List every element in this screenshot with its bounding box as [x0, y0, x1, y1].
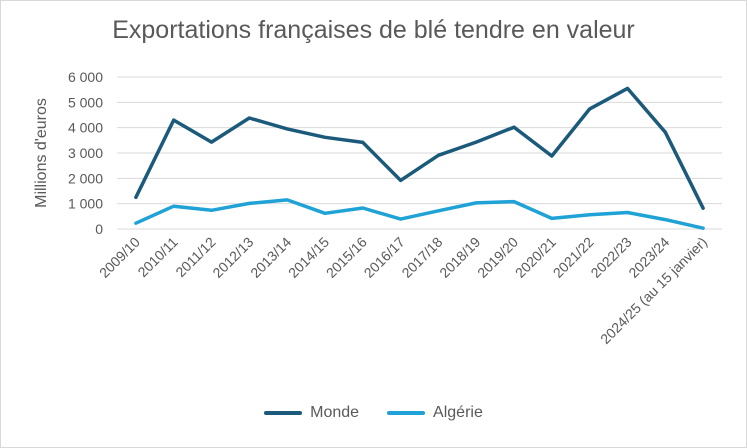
y-tick-label: 6 000 [68, 69, 103, 85]
x-tick-label: 2014/15 [285, 234, 332, 281]
y-tick-label: 3 000 [68, 145, 103, 161]
legend: Monde Algérie [0, 404, 747, 422]
y-tick-label: 0 [95, 221, 103, 237]
x-tick-label: 2010/11 [134, 234, 181, 281]
x-tick-label: 2018/19 [436, 234, 483, 281]
x-tick-label: 2017/18 [398, 234, 445, 281]
y-tick-label: 2 000 [68, 170, 103, 186]
y-tick-label: 5 000 [68, 94, 103, 110]
x-tick-label: 2013/14 [247, 234, 294, 281]
legend-item: Monde [264, 404, 359, 422]
legend-item: Algérie [387, 404, 483, 422]
x-tick-label: 2020/21 [512, 234, 559, 281]
series-line-alg-rie [134, 198, 705, 230]
legend-label: Monde [310, 404, 360, 421]
x-tick-label: 2022/23 [587, 234, 634, 281]
legend-label: Algérie [433, 404, 483, 421]
x-tick-label: 2015/16 [323, 234, 370, 281]
y-tick-label: 4 000 [68, 120, 103, 136]
legend-swatch [387, 411, 426, 415]
x-tick-label: 2016/17 [361, 234, 408, 281]
x-tick-label: 2021/22 [550, 234, 597, 281]
x-tick-label: 2019/20 [474, 234, 521, 281]
x-tick-label: 2012/13 [209, 234, 256, 281]
chart-title: Exportations françaises de blé tendre en… [112, 16, 635, 44]
series-line-monde [134, 86, 705, 210]
y-tick-label: 1 000 [68, 196, 103, 212]
x-tick-label: 2009/10 [96, 234, 143, 281]
y-axis-label: Millions d'euros [33, 98, 50, 208]
legend-swatch [264, 411, 303, 415]
